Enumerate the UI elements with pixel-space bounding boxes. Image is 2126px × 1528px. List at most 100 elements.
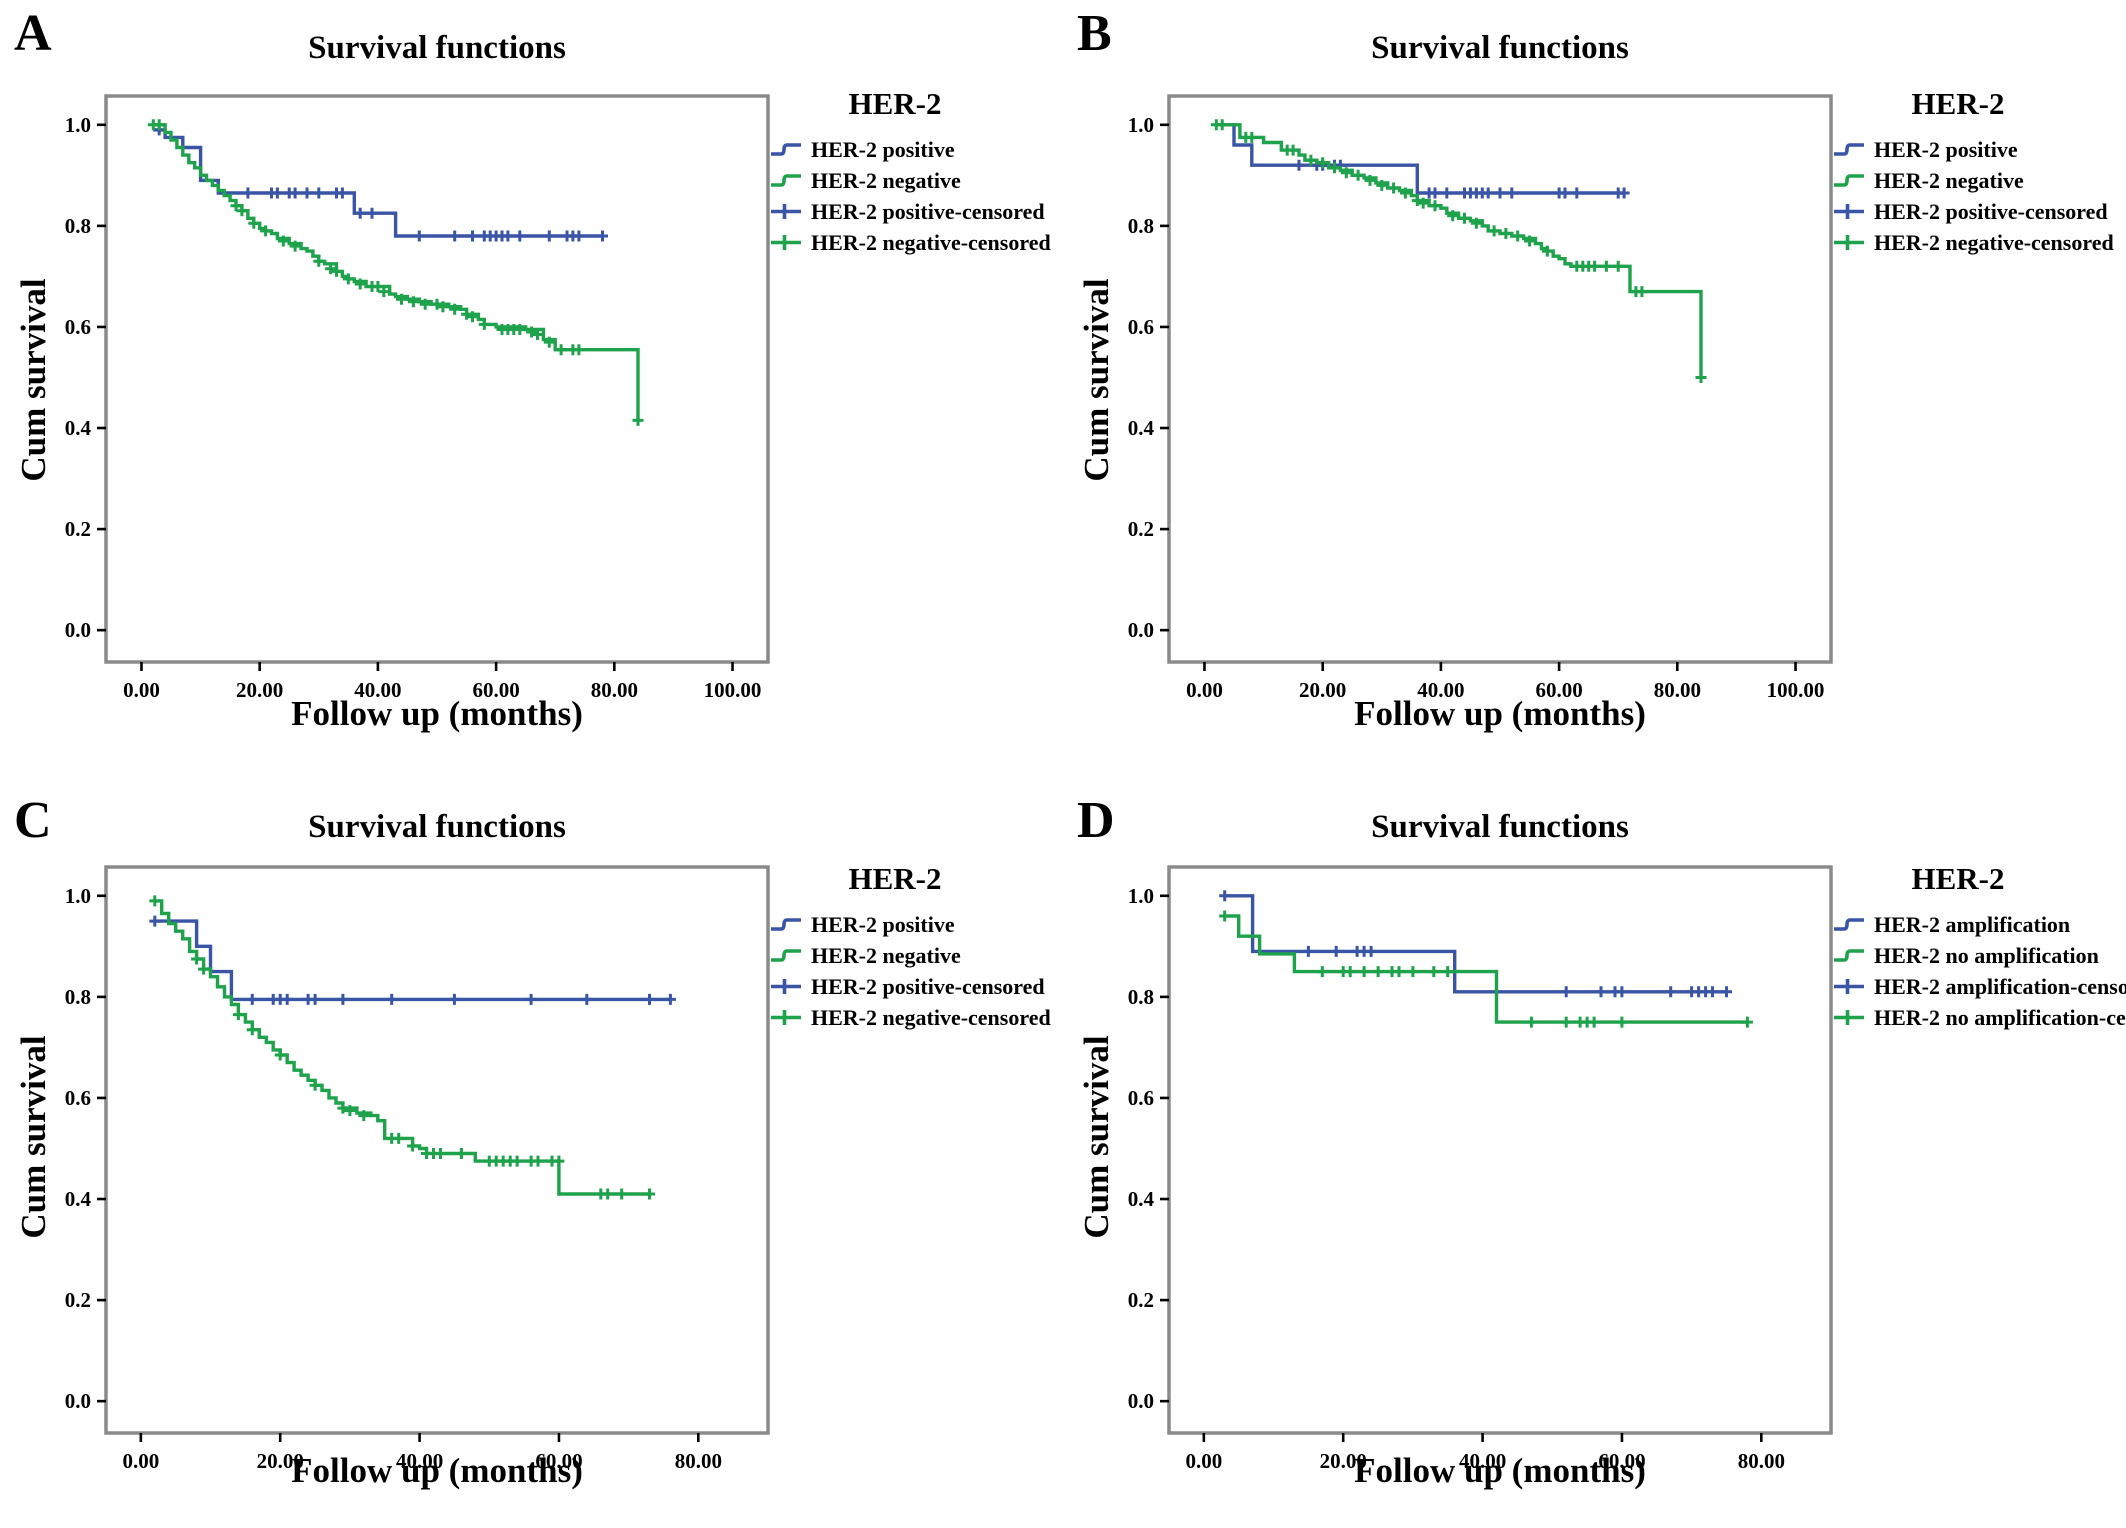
legend-item: HER-2 amplification-censored [1833,971,2126,1002]
legend-item: HER-2 positive [770,134,1070,165]
legend: HER-2 HER-2 amplification HER-2 no amplif… [1833,861,2126,1033]
legend-item-label: HER-2 no amplification [1874,943,2099,968]
legend-title: HER-2 [848,861,942,896]
legend-item: HER-2 amplification [1833,909,2126,940]
chart-title: Survival functions [308,809,566,845]
legend-item: HER-2 negative [770,165,1070,196]
svg-text:0.2: 0.2 [1128,1288,1154,1312]
censored-plus-icon [771,1010,801,1025]
legend-item-label: HER-2 positive-censored [811,199,1045,224]
svg-text:0.00: 0.00 [122,1449,159,1473]
censor-marks [149,915,676,1005]
x-axis-label: Follow up (months) [291,1451,583,1490]
legend: HER-2 HER-2 positive HER-2 negative HER-2 … [770,861,1070,1033]
svg-text:0.6: 0.6 [1128,315,1154,339]
censor-marks [1219,910,1753,1028]
axis-ticks: 0.00 20.00 40.00 60.00 80.00 100.00 0.0 0.2 0.4 0… [1128,113,1825,702]
legend-item-label: HER-2 positive [811,912,955,937]
legend-item-label: HER-2 negative [1874,168,2024,193]
x-axis-label: Follow up (months) [1354,694,1646,733]
step-curve-icon [771,174,801,187]
svg-text:0.6: 0.6 [65,315,91,339]
svg-text:0.8: 0.8 [1128,985,1154,1009]
chart-title: Survival functions [1371,30,1629,66]
survival-curve [1216,123,1703,378]
legend-item-label: HER-2 no amplification-censored [1874,1005,2126,1030]
legend-item-label: HER-2 positive [811,137,955,162]
censored-plus-icon [771,235,801,250]
svg-text:1.0: 1.0 [1128,113,1154,137]
svg-text:20.00: 20.00 [1299,678,1346,702]
legend-item: HER-2 positive-censored [770,971,1070,1002]
legend-item-label: HER-2 amplification [1874,912,2071,937]
chart-title: Survival functions [308,30,566,66]
chart-title: Survival functions [1371,809,1629,845]
panel-a: A Survival functions Cum survival 0.00 20… [0,0,1063,757]
svg-text:20.00: 20.00 [236,678,283,702]
svg-text:40.00: 40.00 [396,1449,443,1473]
svg-text:0.2: 0.2 [65,1288,91,1312]
survival-curve [154,919,671,1002]
svg-text:0.00: 0.00 [1186,678,1223,702]
legend-item-label: HER-2 negative-censored [811,230,1051,255]
svg-text:1.0: 1.0 [1128,884,1154,908]
panel-letter-b: B [1077,5,1112,62]
survival-curve [1224,914,1748,1024]
censored-plus-icon [771,979,801,994]
svg-text:0.0: 0.0 [65,618,91,642]
legend-item: HER-2 negative-censored [1833,227,2126,258]
legend-items: HER-2 positive HER-2 negative HER-2 positi… [770,134,1070,258]
censor-marks [1219,890,1732,998]
svg-text:0.6: 0.6 [65,1086,91,1110]
plot-frame [1167,865,1833,1435]
axis-ticks: 0.00 20.00 40.00 60.00 80.00 0.0 0.2 0.4 0.6 0.8 1… [1128,884,1785,1473]
plot-frame [104,865,770,1435]
legend-items: HER-2 positive HER-2 negative HER-2 positi… [770,909,1070,1033]
svg-text:40.00: 40.00 [354,678,401,702]
svg-text:0.0: 0.0 [1128,1389,1154,1413]
step-curve-icon [1834,949,1864,962]
censored-plus-icon [1834,1010,1864,1025]
legend-item: HER-2 positive-censored [1833,196,2126,227]
legend-item-label: HER-2 negative [811,168,961,193]
step-curve-icon [1834,143,1864,156]
legend-item: HER-2 no amplification-censored [1833,1002,2126,1033]
svg-text:60.00: 60.00 [535,1449,582,1473]
panel-letter-a: A [14,5,52,62]
svg-text:80.00: 80.00 [1738,1449,1785,1473]
panel-d: D Survival functions Cum survival 0.00 20… [1063,757,2126,1514]
legend-item: HER-2 positive-censored [770,196,1070,227]
x-axis-label: Follow up (months) [291,694,583,733]
survival-curve [153,123,640,421]
legend-items: HER-2 amplification HER-2 no amplificatio… [1833,909,2126,1033]
legend-title: HER-2 [1911,861,2005,896]
svg-text:0.2: 0.2 [65,517,91,541]
censored-plus-icon [1834,204,1864,219]
svg-text:20.00: 20.00 [1320,1449,1367,1473]
step-curve-icon [771,949,801,962]
svg-text:40.00: 40.00 [1417,678,1464,702]
svg-text:1.0: 1.0 [65,113,91,137]
svg-text:80.00: 80.00 [1654,678,1701,702]
panel-c: C Survival functions Cum survival 0.00 20… [0,757,1063,1514]
svg-text:0.4: 0.4 [65,416,92,440]
censor-marks [149,895,655,1200]
svg-text:0.00: 0.00 [123,678,160,702]
censor-marks [1210,119,1707,383]
plot-frame [1167,94,1833,664]
step-curve-icon [1834,174,1864,187]
panel-letter-d: D [1077,792,1115,849]
legend-title: HER-2 [1911,86,2005,121]
legend-item: HER-2 negative-censored [770,227,1070,258]
svg-text:0.8: 0.8 [65,214,91,238]
survival-plot: 0.00 20.00 40.00 60.00 80.00 0.0 0.2 0.4 0.6 0.8 1… [1128,865,1833,1473]
step-curve-icon [771,918,801,931]
svg-text:0.0: 0.0 [1128,618,1154,642]
svg-text:80.00: 80.00 [591,678,638,702]
svg-text:0.2: 0.2 [1128,517,1154,541]
plot-frame [104,94,770,664]
svg-text:60.00: 60.00 [1598,1449,1645,1473]
legend-item-label: HER-2 positive-censored [1874,199,2108,224]
legend-item: HER-2 negative [770,940,1070,971]
